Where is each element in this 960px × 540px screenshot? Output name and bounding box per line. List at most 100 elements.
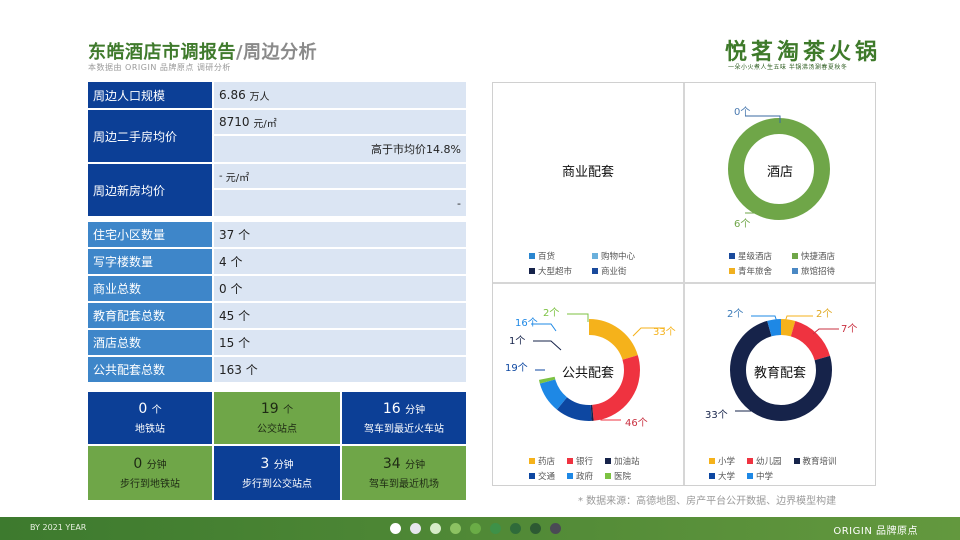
data-label: 16个	[515, 318, 538, 329]
facility-count-table: 住宅小区数量 37 个 写字楼数量 4 个 商业总数 0 个 教育配套总数 45 个 酒…	[88, 222, 466, 384]
tile-label: 地铁站	[135, 424, 165, 435]
tile-label: 步行到公交站点	[242, 479, 312, 490]
hotel-donut	[728, 115, 830, 220]
new-house-value: -	[219, 170, 223, 182]
tile-subway-walk: 0 分钟 步行到地铁站	[88, 446, 212, 500]
legend-item: 加油站	[605, 455, 640, 467]
second-hand-value: 8710	[219, 115, 250, 129]
tile-airport-drive: 34 分钟 驾车到最近机场	[342, 446, 466, 500]
table-row: 商业总数 0 个	[88, 276, 466, 303]
brand-tagline: 一朵小火煮人生五味 半锅沸汤涮春夏秋冬	[728, 64, 848, 71]
row-value: 4 个	[219, 255, 243, 269]
tile-bus-walk: 3 分钟 步行到公交站点	[214, 446, 340, 500]
population-unit: 万人	[249, 91, 270, 103]
new-house-label: 周边新房均价	[88, 164, 212, 216]
education-donut	[730, 315, 839, 421]
transport-tiles: 0 个地铁站 19 个公交站点 16 分钟 驾车到最近火车站 0 分钟 步行到地铁站…	[88, 392, 466, 500]
tile-unit: 分钟	[405, 460, 426, 471]
legend-item: 大型超市	[529, 265, 572, 277]
row-value: 163 个	[219, 363, 258, 377]
row-label: 住宅小区数量	[88, 222, 212, 247]
public-donut	[531, 313, 665, 421]
population-label: 周边人口规模	[88, 82, 212, 108]
legend-item: 青年旅舍	[729, 265, 772, 277]
table-row: 酒店总数 15 个	[88, 330, 466, 357]
legend-item: 教育培训	[793, 455, 837, 467]
legend-item: 商业街	[592, 265, 635, 277]
chart-commercial: 商业配套 百货 购物中心 大型超市 商业街	[493, 83, 683, 283]
data-label: 46个	[625, 418, 648, 429]
row-label: 公共配套总数	[88, 357, 212, 382]
new-house-note: -	[457, 196, 461, 210]
tile-num: 19	[260, 401, 279, 417]
table-row: 写字楼数量 4 个	[88, 249, 466, 276]
tile-label: 公交站点	[257, 424, 297, 435]
chart-title: 商业配套	[561, 165, 614, 180]
page-dot[interactable]	[490, 523, 501, 534]
legend-item: 药店	[529, 455, 555, 467]
tile-unit: 分钟	[405, 405, 426, 416]
page-dot[interactable]	[450, 523, 461, 534]
data-label: 19个	[505, 363, 528, 374]
second-hand-row: 周边二手房均价 8710 元/㎡ 高于市均价14.8%	[88, 110, 466, 164]
table-row: 教育配套总数 45 个	[88, 303, 466, 330]
chart-legend: 药店 银行 加油站 交通 政府 医院	[529, 455, 640, 482]
tile-label: 驾车到最近火车站	[364, 424, 444, 435]
second-hand-unit: 元/㎡	[253, 118, 277, 130]
chart-title: 教育配套	[753, 366, 806, 381]
legend-item: 医院	[605, 470, 640, 482]
tile-num: 0	[138, 401, 148, 417]
page-dot[interactable]	[390, 523, 401, 534]
legend-item: 政府	[567, 470, 593, 482]
data-label: 33个	[705, 410, 728, 421]
population-row: 周边人口规模 6.86 万人	[88, 82, 466, 110]
page-dot[interactable]	[510, 523, 521, 534]
row-label: 酒店总数	[88, 330, 212, 355]
page-dot[interactable]	[470, 523, 481, 534]
tile-unit: 个	[151, 405, 162, 416]
tile-num: 3	[260, 456, 270, 472]
new-house-row: 周边新房均价 - 元/㎡ -	[88, 164, 466, 218]
data-label: 2个	[727, 309, 744, 320]
chart-public: 2个 33个 16个 1个 19个 46个 公共配套 药店 银行 加油站 交通 …	[493, 284, 683, 484]
data-label: 6个	[734, 219, 751, 230]
tile-num: 16	[382, 401, 401, 417]
legend-item: 交通	[529, 470, 555, 482]
row-label: 商业总数	[88, 276, 212, 301]
price-table: 周边人口规模 6.86 万人 周边二手房均价 8710 元/㎡ 高于市均价14.…	[88, 82, 466, 218]
tile-num: 0	[133, 456, 143, 472]
chart-legend: 百货 购物中心 大型超市 商业街	[529, 250, 635, 277]
footer-brand: ORIGIN 品牌原点	[833, 526, 918, 537]
chart-title: 公共配套	[561, 366, 614, 381]
title-main: 东皓酒店市调报告	[88, 42, 236, 63]
page-dot[interactable]	[410, 523, 421, 534]
charts-panel: 商业配套 百货 购物中心 大型超市 商业街 0个 6个 酒店 星级酒店 快捷酒店…	[492, 82, 876, 486]
title-sub: /周边分析	[236, 42, 318, 63]
page-dot[interactable]	[530, 523, 541, 534]
data-label: 1个	[509, 336, 526, 347]
tile-label: 步行到地铁站	[120, 479, 180, 490]
row-label: 教育配套总数	[88, 303, 212, 328]
data-label: 2个	[543, 308, 560, 319]
legend-item: 小学	[709, 455, 735, 467]
table-row: 住宅小区数量 37 个	[88, 222, 466, 249]
population-value: 6.86	[219, 88, 246, 102]
legend-item: 大学	[709, 470, 735, 482]
tile-num: 34	[382, 456, 401, 472]
chart-title: 酒店	[766, 165, 793, 180]
legend-item: 幼儿园	[747, 455, 782, 467]
page-dot[interactable]	[550, 523, 561, 534]
footer-year: BY 2021 YEAR	[30, 523, 87, 532]
tile-subway-count: 0 个地铁站	[88, 392, 212, 444]
legend-item: 星级酒店	[729, 250, 772, 262]
footer-bar: BY 2021 YEAR ORIGIN 品牌原点	[0, 517, 960, 540]
legend-item: 百货	[529, 250, 572, 262]
legend-item: 银行	[567, 455, 593, 467]
chart-education: 2个 2个 7个 33个 教育配套 小学 幼儿园 教育培训 大学 中学	[685, 284, 875, 484]
legend-item: 中学	[747, 470, 782, 482]
page-dots	[390, 523, 561, 534]
data-source-note: * 数据来源：高德地图、房产平台公开数据、边界模型构建	[578, 496, 837, 507]
page-dot[interactable]	[430, 523, 441, 534]
data-label: 7个	[841, 324, 858, 335]
data-label: 2个	[816, 309, 833, 320]
